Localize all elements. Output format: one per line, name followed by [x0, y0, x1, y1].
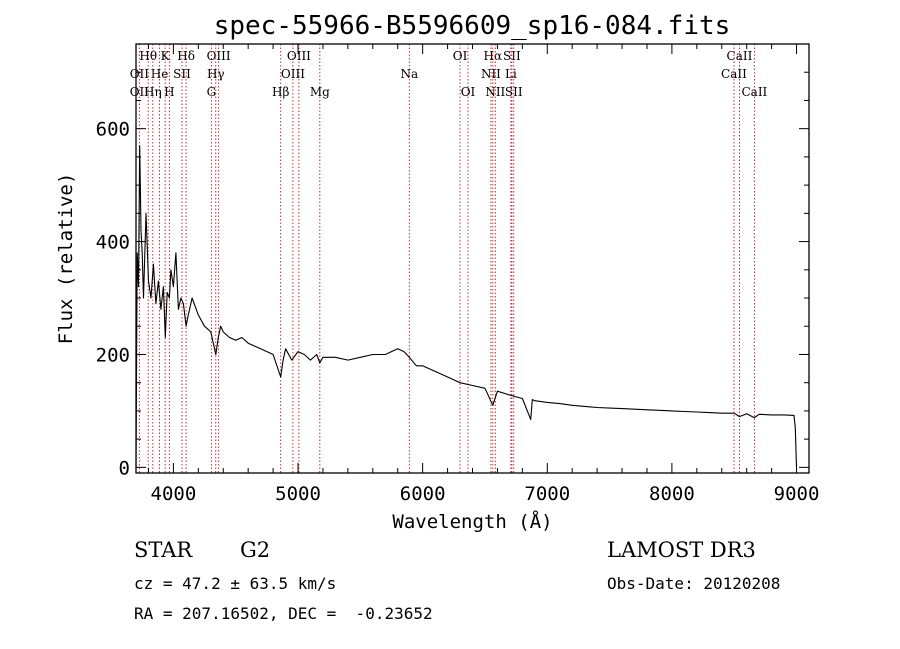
obs-date-text: Obs-Date: 20120208 — [607, 574, 781, 593]
y-axis-label: Flux (relative) — [55, 173, 77, 345]
x-axis-label: Wavelength (Å) — [392, 510, 552, 533]
y-tick-label: 400 — [96, 232, 130, 254]
object-subclass: G2 — [240, 538, 271, 562]
spectral-line-label: OI — [461, 85, 476, 99]
spectrum-line — [135, 145, 798, 468]
spectral-line-label: SII — [505, 85, 523, 99]
spectral-line-label: OI — [453, 49, 468, 63]
spectral-line-label: NII — [481, 67, 501, 81]
survey-name: LAMOST DR3 — [607, 538, 756, 562]
spectral-line-label: K — [161, 49, 171, 63]
spectral-line-label: G — [207, 85, 217, 99]
spectral-line-label: Hα — [484, 49, 503, 63]
spectral-line-label: OIII — [207, 49, 231, 63]
spectral-line-label: H — [164, 85, 174, 99]
spectral-line-label: CaII — [727, 49, 753, 63]
spectral-line-label: Li — [505, 67, 517, 81]
spectral-line-label: OIII — [287, 49, 311, 63]
x-tick-label: 5000 — [275, 483, 321, 505]
spectral-line-label: CaII — [741, 85, 767, 99]
spectral-line-label: NII — [485, 85, 505, 99]
spectral-line-label: CaII — [721, 67, 747, 81]
spectral-line-label: Hθ — [139, 49, 157, 63]
x-tick-label: 8000 — [649, 483, 695, 505]
spectrum-layer — [135, 145, 798, 468]
coordinates-text: RA = 207.16502, DEC = -0.23652 — [134, 604, 433, 623]
spectral-line-label: OII — [130, 85, 150, 99]
spectral-line-label: OII — [130, 67, 150, 81]
spectral-line-label: Hβ — [272, 85, 289, 99]
spectral-line-label: He — [151, 67, 169, 81]
spectral-line-label: Hδ — [177, 49, 195, 63]
ticks-layer: 4000 5000 6000 7000 8000 9000 0 200 400 600 — [96, 44, 820, 505]
redshift-text: cz = 47.2 ± 63.5 km/s — [134, 574, 337, 593]
x-tick-label: 9000 — [774, 483, 820, 505]
spectral-line-label: SII — [173, 67, 191, 81]
x-tick-label: 6000 — [400, 483, 446, 505]
chart-title: spec-55966-B5596609_sp16-084.fits — [214, 11, 731, 41]
x-tick-label: 7000 — [524, 483, 570, 505]
spectral-line-label: Mg — [310, 85, 330, 99]
plot-frame — [135, 43, 810, 474]
spectral-line-label: OIII — [281, 67, 305, 81]
y-tick-label: 600 — [96, 119, 130, 141]
spectral-line-label: Hη — [144, 85, 162, 99]
y-tick-label: 0 — [119, 457, 130, 479]
spectral-line-label: Hγ — [207, 67, 225, 81]
object-class: STAR — [134, 538, 193, 562]
x-tick-label: 4000 — [151, 483, 197, 505]
spectral-line-label: SII — [503, 49, 521, 63]
y-tick-label: 200 — [96, 344, 130, 366]
spectral-line-label: Na — [400, 67, 418, 81]
